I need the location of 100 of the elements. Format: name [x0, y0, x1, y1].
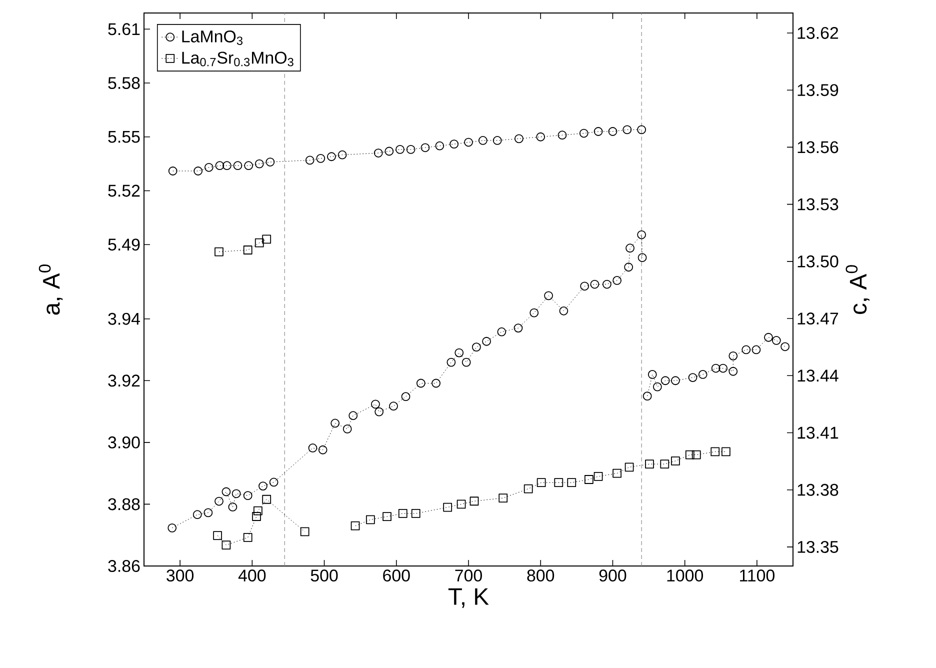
x-tick-label: 800	[527, 570, 554, 582]
x-tick-label: 1100	[740, 570, 774, 582]
point	[396, 145, 404, 154]
x-tick-label: 500	[310, 570, 338, 582]
point	[478, 136, 488, 145]
point	[269, 478, 278, 487]
legend-label: La$_{0.7}$Sr$_{0.3}$MnO$_{3}$	[182, 52, 294, 66]
point	[194, 166, 203, 176]
point	[254, 238, 264, 248]
point	[637, 230, 646, 240]
point	[435, 141, 444, 150]
point	[624, 262, 634, 272]
point	[711, 364, 720, 373]
x-axis-title: T, K	[448, 588, 489, 608]
point	[482, 336, 491, 346]
y3-tick-label: 5.58	[108, 77, 140, 90]
point	[642, 392, 652, 401]
point	[233, 161, 242, 170]
point	[584, 475, 594, 484]
point	[559, 306, 568, 316]
point	[772, 336, 781, 345]
y2-tick-label: 13.59	[798, 84, 838, 96]
point	[204, 162, 214, 172]
point	[580, 282, 590, 291]
point	[389, 402, 398, 411]
point	[374, 148, 383, 158]
legend-label: LaMnO$_{3}$	[182, 30, 242, 45]
point	[721, 447, 730, 456]
point	[253, 506, 262, 516]
point	[318, 445, 328, 454]
point	[342, 424, 352, 434]
point	[685, 450, 694, 460]
point	[204, 508, 213, 518]
point	[671, 456, 680, 466]
point	[698, 370, 708, 379]
point	[254, 159, 264, 168]
point	[558, 130, 567, 140]
point	[622, 125, 632, 134]
point	[688, 373, 698, 382]
point	[258, 482, 268, 490]
point	[168, 523, 177, 532]
point	[316, 154, 326, 163]
point	[752, 345, 761, 354]
point	[338, 150, 347, 160]
point	[624, 462, 634, 472]
point	[330, 418, 340, 428]
point	[626, 244, 634, 253]
point	[374, 407, 384, 416]
y-axis-title: a, A$^{0}$	[38, 264, 63, 315]
y3-tick-label: 5.52	[108, 184, 140, 197]
point	[443, 502, 452, 512]
point	[420, 143, 430, 152]
y-tick-label: 3.86	[108, 560, 140, 572]
point	[692, 450, 701, 460]
y-tick-label: 3.92	[108, 374, 140, 387]
point	[464, 138, 473, 147]
x-tick-label: 700	[455, 570, 482, 582]
point	[524, 484, 533, 494]
point	[608, 127, 618, 136]
point	[266, 158, 275, 166]
x-tick-label: 900	[599, 570, 626, 582]
point	[382, 512, 392, 522]
x-tick-label: 300	[166, 570, 194, 582]
point	[472, 342, 481, 352]
point	[244, 161, 254, 170]
x-tick-label: 400	[238, 570, 266, 582]
point	[612, 276, 622, 285]
point	[602, 280, 612, 289]
point	[371, 400, 380, 409]
y2-tick-label: 13.56	[798, 141, 838, 154]
point	[514, 134, 524, 144]
y2-tick-label: 13.50	[798, 255, 838, 268]
point	[514, 324, 523, 332]
x-tick-label: 600	[383, 570, 410, 582]
point	[718, 364, 728, 373]
y2-tick-label: 13.41	[798, 426, 838, 439]
point	[492, 136, 502, 145]
point	[222, 487, 231, 496]
y-tick-label: 3.88	[108, 498, 140, 510]
point	[780, 342, 790, 352]
point	[728, 366, 738, 376]
point	[660, 460, 670, 468]
point	[305, 156, 314, 165]
y2-tick-label: 13.62	[798, 26, 838, 39]
point	[243, 532, 252, 542]
point	[590, 280, 600, 289]
point	[406, 145, 416, 154]
point	[398, 509, 408, 518]
point	[567, 478, 576, 488]
point	[192, 510, 202, 520]
point	[497, 327, 506, 336]
point	[594, 472, 603, 481]
point	[214, 496, 224, 506]
point	[648, 370, 657, 379]
point	[454, 348, 464, 358]
point	[579, 128, 588, 138]
y3-tick-label: 5.55	[108, 130, 140, 143]
point	[742, 345, 751, 354]
point	[327, 152, 336, 162]
y2-tick-label: 13.38	[798, 484, 838, 496]
